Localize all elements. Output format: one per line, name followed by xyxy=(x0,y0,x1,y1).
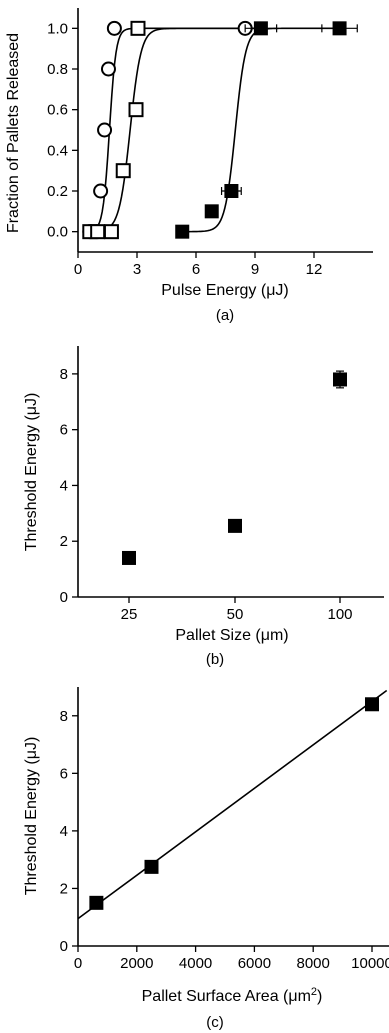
point-s1-p3 xyxy=(93,183,109,199)
panel-c-x-label: Pallet Surface Area (μm2) xyxy=(142,986,323,1005)
panel-a-ticks: 0 3 6 9 12 0.0 0.2 0.4 0.6 0.8 1.0 xyxy=(47,20,322,278)
x-tick-label-0: 0 xyxy=(74,955,82,972)
y-tick-label-0.4: 0.4 xyxy=(47,142,68,159)
panel-a-points xyxy=(82,20,358,240)
fit-curve-series-3 xyxy=(182,27,342,233)
x-tick-label-9: 9 xyxy=(251,261,259,278)
panel-c-caption: (c) xyxy=(206,1014,224,1031)
x-tick-label-50: 50 xyxy=(227,606,244,623)
panel-a-caption: (a) xyxy=(216,307,234,324)
panel-c-x-label-main: Pallet Surface Area (μm xyxy=(142,988,311,1005)
linear-fit-line xyxy=(77,689,388,920)
panel-a-y-label: Fraction of Pallets Released xyxy=(5,33,22,233)
point-s1-p5 xyxy=(100,61,116,77)
x-tick-label-6000: 6000 xyxy=(238,955,271,972)
x-tick-label-25: 25 xyxy=(121,606,138,623)
y-tick-label-0.0: 0.0 xyxy=(47,224,68,241)
panel-c-points xyxy=(89,697,379,910)
point-s2-p2 xyxy=(90,224,106,240)
point-s1-p4 xyxy=(97,122,113,138)
panel-c-ticks: 0 2000 4000 6000 8000 10000 0 2 4 6 8 xyxy=(60,708,389,972)
panel-b-ticks: 25 50 100 0 2 4 6 8 xyxy=(60,366,353,623)
x-tick-label-0: 0 xyxy=(74,261,82,278)
y-tick-label-2: 2 xyxy=(60,880,68,897)
panel-a: 0 3 6 9 12 0.0 0.2 0.4 0.6 0.8 1.0 Pulse Energy (μ… xyxy=(5,8,373,324)
panel-b-x-label: Pallet Size (μm) xyxy=(175,627,288,644)
panel-b-points xyxy=(122,370,347,565)
point-s3-p3 xyxy=(224,184,239,198)
y-tick-label-4: 4 xyxy=(60,477,68,494)
point-s2-p3 xyxy=(103,224,119,240)
point-p3 xyxy=(333,372,347,387)
fit-curve-series-1 xyxy=(89,27,255,232)
point-p2 xyxy=(144,859,159,874)
point-p3 xyxy=(365,697,379,712)
x-tick-label-12: 12 xyxy=(306,261,323,278)
point-s3-p5 xyxy=(332,21,347,36)
y-tick-label-6: 6 xyxy=(60,765,68,782)
point-s3-p2 xyxy=(204,204,219,219)
x-tick-label-100: 100 xyxy=(327,606,352,623)
y-tick-label-0: 0 xyxy=(60,589,68,606)
y-tick-label-4: 4 xyxy=(60,823,68,840)
panel-c: 0 2000 4000 6000 8000 10000 0 2 4 6 8 Pallet Surfa… xyxy=(23,687,389,1031)
point-s2-p5 xyxy=(128,102,144,118)
x-tick-label-8000: 8000 xyxy=(297,955,330,972)
point-p1 xyxy=(89,895,104,910)
point-p2 xyxy=(228,518,242,533)
point-s3-p1 xyxy=(175,224,190,239)
panel-c-fit-line xyxy=(77,689,388,920)
panel-a-fit-curves xyxy=(89,27,342,233)
point-p1 xyxy=(122,550,136,565)
y-tick-label-0.6: 0.6 xyxy=(47,102,68,119)
y-tick-label-1.0: 1.0 xyxy=(47,20,68,37)
panel-c-x-label-end: ) xyxy=(317,988,322,1005)
point-s1-p6 xyxy=(106,20,122,36)
x-tick-label-10000: 10000 xyxy=(351,955,389,972)
x-tick-label-2000: 2000 xyxy=(120,955,153,972)
panel-c-x-label-sup: 2 xyxy=(311,986,317,998)
point-s3-p4 xyxy=(253,21,268,36)
y-tick-label-6: 6 xyxy=(60,422,68,439)
y-tick-label-0.8: 0.8 xyxy=(47,61,68,78)
panel-a-x-label: Pulse Energy (μJ) xyxy=(161,282,288,299)
x-tick-label-4000: 4000 xyxy=(179,955,212,972)
point-s2-p4 xyxy=(115,163,131,179)
x-tick-label-6: 6 xyxy=(192,261,200,278)
panel-b: 25 50 100 0 2 4 6 8 Pallet Size (μm) Threshold … xyxy=(23,346,384,668)
panel-b-caption: (b) xyxy=(206,651,224,668)
y-tick-label-0.2: 0.2 xyxy=(47,183,68,200)
x-tick-label-3: 3 xyxy=(133,261,141,278)
point-s2-p6 xyxy=(130,20,146,36)
y-tick-label-2: 2 xyxy=(60,533,68,550)
panel-b-y-label: Threshold Energy (μJ) xyxy=(23,393,40,552)
panel-c-y-label: Threshold Energy (μJ) xyxy=(23,737,40,896)
fit-curve-series-2 xyxy=(89,27,255,233)
y-tick-label-0: 0 xyxy=(60,938,68,955)
y-tick-label-8: 8 xyxy=(60,708,68,725)
y-tick-label-8: 8 xyxy=(60,366,68,383)
